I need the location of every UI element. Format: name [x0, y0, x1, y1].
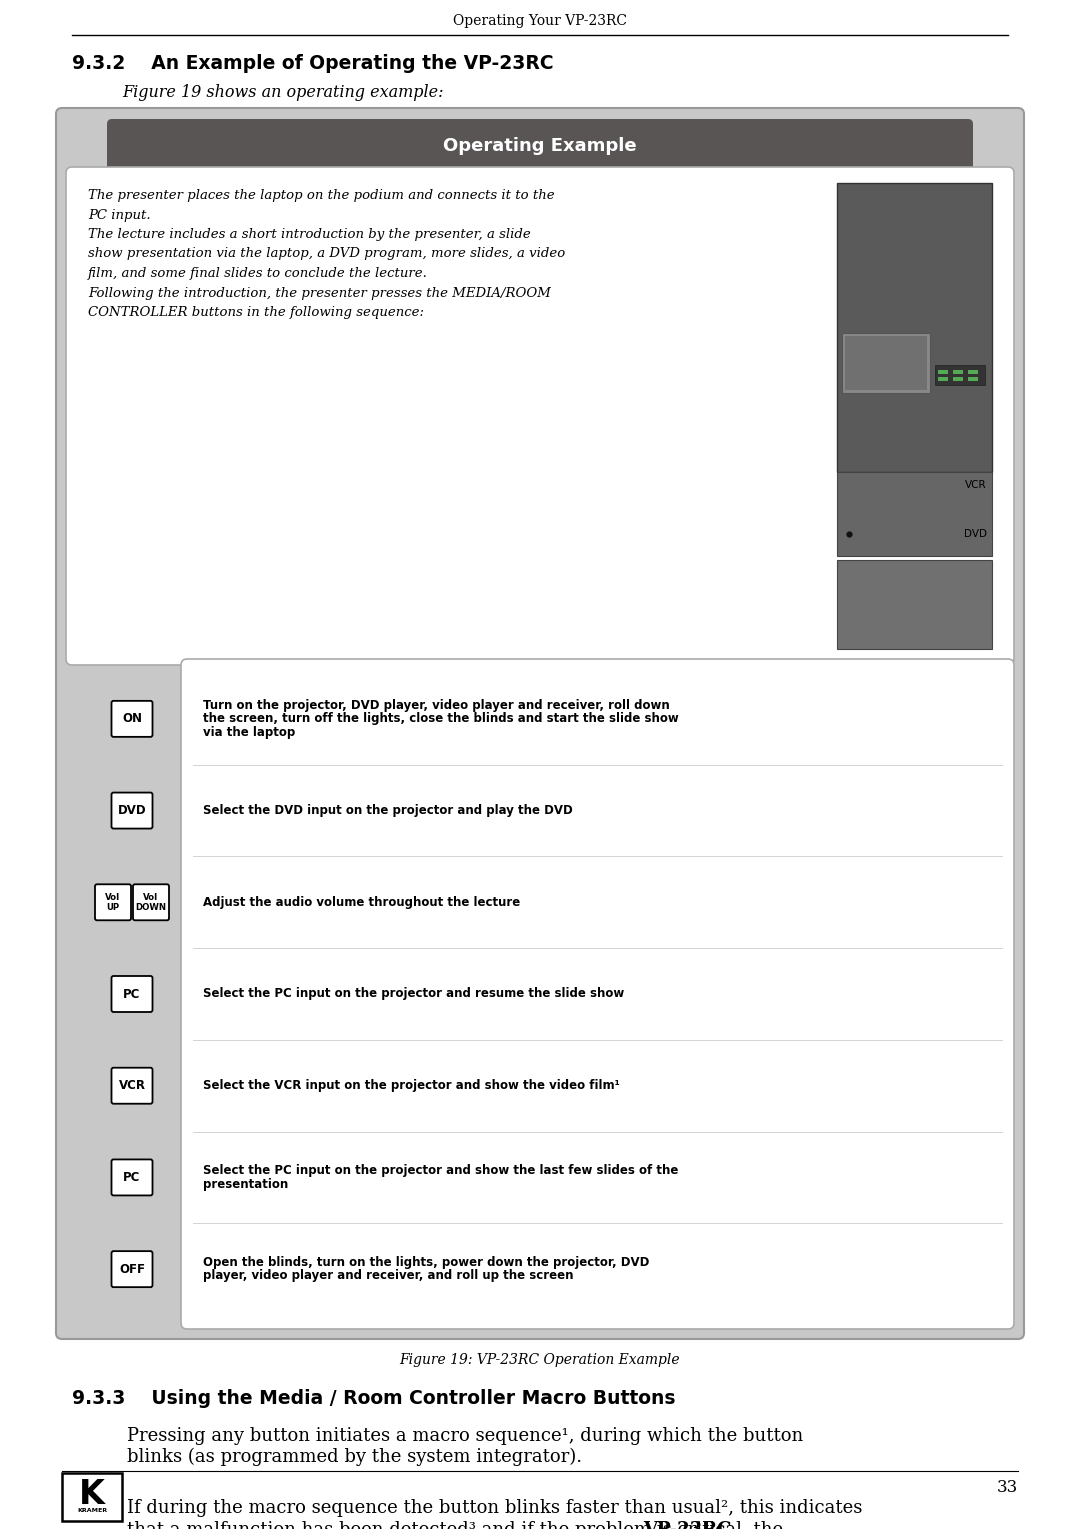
Text: If during the macro sequence the button blinks faster than usual², this indicate: If during the macro sequence the button … — [127, 1498, 862, 1517]
Text: Vol
DOWN: Vol DOWN — [135, 893, 166, 911]
Bar — [935, 365, 985, 385]
Text: DVD: DVD — [964, 529, 987, 540]
Text: Adjust the audio volume throughout the lecture: Adjust the audio volume throughout the l… — [203, 896, 521, 908]
Text: VCR: VCR — [966, 480, 987, 491]
Text: Figure 19 shows an operating example:: Figure 19 shows an operating example: — [122, 84, 444, 101]
Text: Select the PC input on the projector and resume the slide show: Select the PC input on the projector and… — [203, 988, 624, 1000]
FancyBboxPatch shape — [107, 119, 973, 173]
Bar — [968, 376, 978, 381]
Text: The lecture includes a short introduction by the presenter, a slide: The lecture includes a short introductio… — [87, 228, 530, 242]
Bar — [939, 376, 948, 381]
Text: Operating Example: Operating Example — [443, 138, 637, 154]
Text: Select the VCR input on the projector and show the video film¹: Select the VCR input on the projector an… — [203, 1079, 620, 1092]
Text: the screen, turn off the lights, close the blinds and start the slide show: the screen, turn off the lights, close t… — [203, 713, 678, 725]
FancyBboxPatch shape — [111, 792, 152, 829]
Text: film, and some final slides to conclude the lecture.: film, and some final slides to conclude … — [87, 268, 428, 280]
Bar — [845, 336, 927, 390]
Text: presentation: presentation — [203, 1177, 288, 1191]
FancyBboxPatch shape — [95, 884, 131, 920]
Text: that a malfunction has been detected³ and if the problem is critical, the: that a malfunction has been detected³ an… — [127, 1521, 788, 1529]
Text: VCR: VCR — [119, 1079, 146, 1092]
FancyBboxPatch shape — [111, 1067, 152, 1104]
Text: The presenter places the laptop on the podium and connects it to the: The presenter places the laptop on the p… — [87, 190, 555, 202]
FancyBboxPatch shape — [181, 659, 1014, 1329]
FancyBboxPatch shape — [111, 700, 152, 737]
Text: ON: ON — [122, 713, 141, 725]
Text: 9.3.3    Using the Media / Room Controller Macro Buttons: 9.3.3 Using the Media / Room Controller … — [72, 1388, 675, 1408]
Text: player, video player and receiver, and roll up the screen: player, video player and receiver, and r… — [203, 1269, 573, 1283]
FancyBboxPatch shape — [56, 109, 1024, 1339]
Bar — [837, 561, 993, 648]
Text: KRAMER: KRAMER — [77, 1508, 107, 1514]
Bar — [968, 370, 978, 373]
Bar — [837, 472, 993, 557]
Text: Select the DVD input on the projector and play the DVD: Select the DVD input on the projector an… — [203, 804, 572, 816]
Text: Following the introduction, the presenter presses the MEDIA/ROOM: Following the introduction, the presente… — [87, 286, 551, 300]
Bar — [939, 370, 948, 373]
Text: VP-23RC: VP-23RC — [643, 1521, 731, 1529]
Text: PC: PC — [123, 988, 140, 1000]
Text: Operating Your VP-23RC: Operating Your VP-23RC — [453, 14, 627, 28]
FancyBboxPatch shape — [66, 167, 1014, 665]
Text: PC: PC — [123, 1171, 140, 1183]
Text: Select the PC input on the projector and show the last few slides of the: Select the PC input on the projector and… — [203, 1164, 678, 1177]
Bar — [953, 370, 963, 373]
Text: Figure 19: VP-23RC Operation Example: Figure 19: VP-23RC Operation Example — [400, 1353, 680, 1367]
Text: K: K — [79, 1479, 105, 1511]
Text: show presentation via the laptop, a DVD program, more slides, a video: show presentation via the laptop, a DVD … — [87, 248, 565, 260]
Bar — [62, 1472, 122, 1521]
Bar — [837, 183, 993, 472]
Text: OFF: OFF — [119, 1263, 145, 1275]
Bar — [842, 333, 930, 393]
FancyBboxPatch shape — [111, 1159, 152, 1196]
Text: PC input.: PC input. — [87, 208, 150, 222]
Text: Open the blinds, turn on the lights, power down the projector, DVD: Open the blinds, turn on the lights, pow… — [203, 1255, 649, 1269]
Text: DVD: DVD — [118, 804, 146, 816]
FancyBboxPatch shape — [133, 884, 168, 920]
Text: Turn on the projector, DVD player, video player and receiver, roll down: Turn on the projector, DVD player, video… — [203, 699, 670, 713]
Text: Pressing any button initiates a macro sequence¹, during which the button
blinks : Pressing any button initiates a macro se… — [127, 1427, 804, 1466]
FancyBboxPatch shape — [111, 1251, 152, 1287]
Text: CONTROLLER buttons in the following sequence:: CONTROLLER buttons in the following sequ… — [87, 306, 424, 320]
Text: Vol
UP: Vol UP — [106, 893, 121, 911]
Bar — [953, 376, 963, 381]
FancyBboxPatch shape — [111, 976, 152, 1012]
Text: 33: 33 — [997, 1479, 1018, 1495]
Text: via the laptop: via the laptop — [203, 726, 295, 739]
Text: 9.3.2    An Example of Operating the VP-23RC: 9.3.2 An Example of Operating the VP-23R… — [72, 54, 554, 73]
